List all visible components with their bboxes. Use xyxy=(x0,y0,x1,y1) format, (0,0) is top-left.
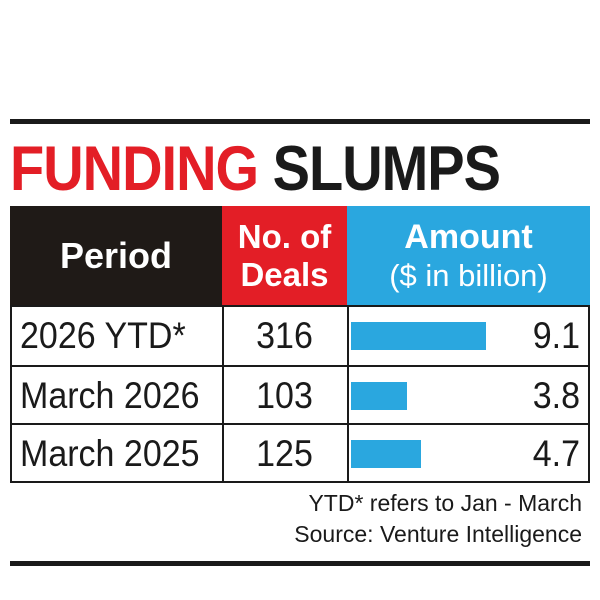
header-deals: No. of Deals xyxy=(222,206,347,305)
top-rule xyxy=(10,119,590,124)
table-row: March 2026 103 3.8 xyxy=(12,365,588,425)
title-word-slumps: SLUMPS xyxy=(272,133,501,204)
row-deals: 125 xyxy=(256,432,313,475)
header-deals-line2: Deals xyxy=(240,255,329,293)
column-divider xyxy=(347,307,349,481)
title-word-funding: FUNDING xyxy=(10,133,259,204)
header-amount-line2: ($ in billion) xyxy=(389,257,548,293)
amount-bar xyxy=(351,382,407,410)
header-amount-line1: Amount xyxy=(404,217,533,256)
table-row: 2026 YTD* 316 9.1 xyxy=(12,307,588,365)
header-period: Period xyxy=(10,206,222,305)
row-period: March 2026 xyxy=(20,374,200,417)
amount-bar xyxy=(351,322,486,350)
row-deals: 103 xyxy=(256,374,313,417)
funding-table: Period No. of Deals Amount ($ in billion… xyxy=(10,206,590,483)
row-amount: 3.8 xyxy=(532,374,580,417)
chart-title: FUNDING SLUMPS xyxy=(10,133,501,205)
amount-bar xyxy=(351,440,421,468)
column-divider xyxy=(222,307,224,481)
source-note: Source: Venture Intelligence xyxy=(294,521,582,547)
table-body: 2026 YTD* 316 9.1 March 2026 103 3.8 Mar… xyxy=(10,305,590,483)
header-amount: Amount ($ in billion) xyxy=(347,206,590,305)
row-amount: 9.1 xyxy=(532,314,580,357)
row-period: March 2025 xyxy=(20,432,200,475)
table-row: March 2025 125 4.7 xyxy=(12,423,588,483)
bottom-rule xyxy=(10,561,590,566)
row-period: 2026 YTD* xyxy=(20,314,186,357)
row-deals: 316 xyxy=(256,314,313,357)
header-deals-line1: No. of xyxy=(237,217,332,255)
footnote: YTD* refers to Jan - March xyxy=(308,490,582,516)
header-period-label: Period xyxy=(59,234,173,276)
row-amount: 4.7 xyxy=(532,432,580,475)
